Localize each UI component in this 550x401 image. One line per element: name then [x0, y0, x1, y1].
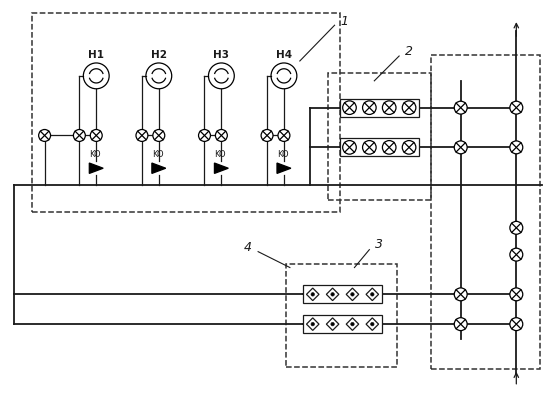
Circle shape — [382, 141, 396, 154]
Circle shape — [153, 130, 165, 142]
Text: KO: KO — [277, 150, 289, 159]
Text: KO: KO — [90, 150, 101, 159]
Polygon shape — [152, 163, 166, 174]
Circle shape — [39, 130, 51, 142]
Circle shape — [382, 101, 396, 114]
Circle shape — [343, 101, 356, 114]
Bar — [339, 99, 419, 117]
Circle shape — [454, 288, 467, 301]
Circle shape — [510, 248, 522, 261]
Text: 2: 2 — [405, 45, 413, 57]
Bar — [328, 73, 431, 200]
Polygon shape — [214, 163, 228, 174]
Circle shape — [510, 221, 522, 234]
Bar — [339, 138, 419, 156]
Circle shape — [311, 322, 315, 326]
Circle shape — [510, 101, 522, 114]
Text: H3: H3 — [213, 50, 229, 60]
Circle shape — [454, 141, 467, 154]
Circle shape — [454, 318, 467, 330]
Text: 4: 4 — [244, 241, 252, 254]
Text: H2: H2 — [151, 50, 167, 60]
Bar — [303, 286, 382, 303]
Circle shape — [454, 101, 467, 114]
Circle shape — [402, 141, 416, 154]
Bar — [32, 13, 339, 212]
Polygon shape — [277, 163, 291, 174]
Bar — [303, 315, 382, 333]
Circle shape — [311, 293, 315, 296]
Circle shape — [199, 130, 211, 142]
Circle shape — [371, 293, 374, 296]
Text: 1: 1 — [340, 15, 349, 28]
Bar — [431, 55, 540, 369]
Bar — [286, 263, 397, 367]
Circle shape — [510, 318, 522, 330]
Circle shape — [73, 130, 85, 142]
Circle shape — [510, 141, 522, 154]
Circle shape — [343, 141, 356, 154]
Circle shape — [90, 130, 102, 142]
Text: KO: KO — [152, 150, 164, 159]
Circle shape — [261, 130, 273, 142]
Circle shape — [216, 130, 227, 142]
Circle shape — [331, 293, 334, 296]
Circle shape — [362, 141, 376, 154]
Polygon shape — [89, 163, 103, 174]
Circle shape — [371, 322, 374, 326]
Text: KO: KO — [214, 150, 226, 159]
Circle shape — [402, 101, 416, 114]
Text: H1: H1 — [88, 50, 104, 60]
Text: 3: 3 — [375, 238, 383, 251]
Circle shape — [278, 130, 290, 142]
Circle shape — [331, 322, 334, 326]
Circle shape — [510, 288, 522, 301]
Text: H4: H4 — [276, 50, 292, 60]
Circle shape — [351, 293, 354, 296]
Circle shape — [136, 130, 148, 142]
Circle shape — [351, 322, 354, 326]
Circle shape — [362, 101, 376, 114]
